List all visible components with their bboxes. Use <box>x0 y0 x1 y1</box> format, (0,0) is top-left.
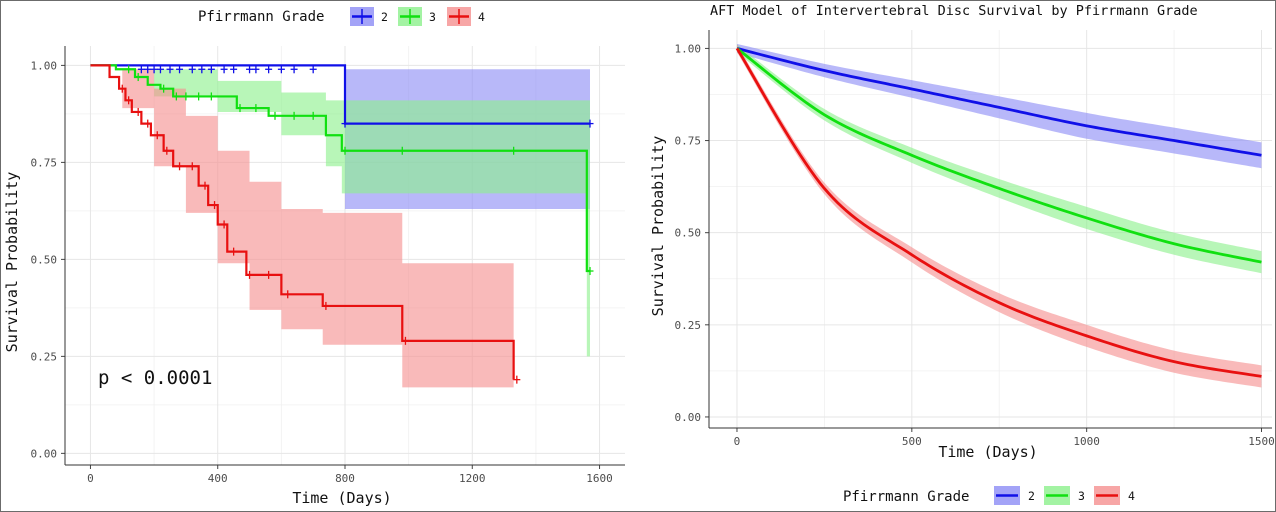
km-censor-mark-grade-4 <box>118 84 126 93</box>
km-censor-mark-grade-2 <box>176 65 184 74</box>
km-censor-mark-grade-4 <box>401 336 409 345</box>
aft-plot-area: 0 500 1000 1500 0.00 0.25 0.50 0.75 1.00 <box>675 30 1275 448</box>
km-legend-title: Pfirrmann Grade <box>198 9 324 25</box>
aft-legend-title: Pfirrmann Grade <box>843 489 969 505</box>
km-censor-mark-grade-2 <box>586 119 594 128</box>
aft-y-axis-label: Survival Probability <box>649 136 667 317</box>
km-censor-mark-grade-3 <box>160 84 168 93</box>
km-censor-mark-grade-2 <box>150 65 158 74</box>
aft-legend: Pfirrmann Grade 2 3 4 <box>843 486 1135 505</box>
aft-y-tick-label: 0.25 <box>675 319 702 332</box>
km-censor-mark-grade-3 <box>195 92 203 101</box>
km-curve-grade-3 <box>90 64 590 273</box>
km-censor-mark-grade-2 <box>290 65 298 74</box>
km-legend-label-4: 4 <box>478 10 485 24</box>
km-censor-mark-grade-4 <box>513 375 521 384</box>
aft-legend-label-3: 3 <box>1078 489 1085 503</box>
km-censor-mark-grade-3 <box>236 104 244 113</box>
km-legend: Pfirrmann Grade 2 3 4 <box>198 7 485 26</box>
aft-legend-label-4: 4 <box>1128 489 1135 503</box>
km-censor-mark-grade-4 <box>153 131 161 140</box>
km-censor-mark-grade-2 <box>137 65 145 74</box>
aft-x-tick-label: 1500 <box>1248 435 1275 448</box>
km-censor-mark-grade-3 <box>341 146 349 155</box>
km-censor-mark-grade-2 <box>309 65 317 74</box>
km-censor-mark-grade-4 <box>265 270 273 279</box>
km-censor-mark-grade-4 <box>134 107 142 116</box>
km-censor-mark-grade-2 <box>246 65 254 74</box>
km-censor-mark-grade-2 <box>230 65 238 74</box>
km-censor-mark-grade-4 <box>322 301 330 310</box>
km-censor-mark-grade-3 <box>182 92 190 101</box>
aft-y-tick-label: 0.00 <box>675 411 702 424</box>
km-x-tick-label: 0 <box>87 472 94 485</box>
aft-y-tick-label: 0.75 <box>675 135 702 148</box>
km-censor-mark-grade-3 <box>252 104 260 113</box>
km-x-tick-label: 400 <box>208 472 228 485</box>
aft-x-tick-label: 500 <box>902 435 922 448</box>
km-censor-mark-grade-3 <box>510 146 518 155</box>
km-censor-mark-grade-3 <box>309 111 317 120</box>
km-censor-mark-grade-3 <box>172 92 180 101</box>
aft-chart-title: AFT Model of Intervertebral Disc Surviva… <box>710 3 1198 19</box>
km-y-tick-label: 0.00 <box>31 447 58 460</box>
km-y-tick-label: 0.75 <box>31 156 58 169</box>
km-y-axis-label: Survival Probability <box>3 172 21 353</box>
km-x-tick-label: 1600 <box>586 472 613 485</box>
km-plot-area: 0 400 800 1200 1600 0.00 0.25 0.50 0.75 1.00 <box>31 46 625 485</box>
aft-curve-grade-4 <box>735 47 1262 378</box>
km-x-tick-label: 1200 <box>459 472 486 485</box>
km-censor-mark-grade-3 <box>207 92 215 101</box>
km-censor-mark-grade-3 <box>125 65 133 74</box>
km-censor-mark-grade-3 <box>134 73 142 82</box>
km-curve-grade-2 <box>90 64 590 125</box>
km-censor-mark-grade-2 <box>252 65 260 74</box>
km-censor-mark-grade-4 <box>246 270 254 279</box>
aft-curve-grade-3 <box>736 47 1262 264</box>
aft-x-tick-label: 1000 <box>1073 435 1100 448</box>
km-censor-mark-grade-2 <box>220 65 228 74</box>
km-legend-label-2: 2 <box>381 10 388 24</box>
km-censor-mark-grade-2 <box>198 65 206 74</box>
aft-y-tick-label: 1.00 <box>675 42 702 55</box>
km-censor-mark-grade-4 <box>220 220 228 229</box>
km-censor-mark-grade-2 <box>156 65 164 74</box>
km-censor-mark-grade-4 <box>230 247 238 256</box>
km-y-tick-label: 0.25 <box>31 350 58 363</box>
aft-legend-label-2: 2 <box>1028 489 1035 503</box>
km-censor-mark-grade-3 <box>586 267 594 276</box>
km-censor-mark-grade-4 <box>125 96 133 105</box>
km-curve-grade-4 <box>90 64 515 380</box>
km-censor-mark-grade-2 <box>207 65 215 74</box>
km-ci-band-grade-4 <box>90 65 514 388</box>
km-censor-mark-grade-4 <box>284 290 292 299</box>
km-censor-mark-grade-4 <box>188 162 196 171</box>
km-y-tick-label: 1.00 <box>31 59 58 72</box>
km-censor-mark-grade-4 <box>211 201 219 210</box>
aft-y-tick-label: 0.50 <box>675 227 702 240</box>
km-censor-mark-grade-2 <box>277 65 285 74</box>
km-censor-mark-grade-3 <box>271 111 279 120</box>
km-censor-mark-grade-3 <box>290 111 298 120</box>
aft-curve-grade-2 <box>736 47 1262 157</box>
km-censor-mark-grade-2 <box>166 65 174 74</box>
km-x-tick-label: 800 <box>335 472 355 485</box>
km-p-value-annotation: p < 0.0001 <box>98 367 212 389</box>
aft-x-axis-label: Time (Days) <box>938 443 1037 461</box>
km-censor-mark-grade-2 <box>144 65 152 74</box>
km-censor-mark-grade-2 <box>188 65 196 74</box>
km-legend-label-3: 3 <box>429 10 436 24</box>
km-censor-mark-grade-3 <box>398 146 406 155</box>
km-ci-band-grade-3 <box>90 65 591 357</box>
km-censor-mark-grade-4 <box>163 146 171 155</box>
km-censor-mark-grade-4 <box>201 181 209 190</box>
km-censor-mark-grade-2 <box>265 65 273 74</box>
km-censor-mark-grade-2 <box>341 119 349 128</box>
km-censor-mark-grade-4 <box>144 119 152 128</box>
km-y-tick-label: 0.50 <box>31 253 58 266</box>
km-x-axis-label: Time (Days) <box>292 489 391 507</box>
aft-x-tick-label: 0 <box>734 435 741 448</box>
km-censor-mark-grade-4 <box>176 162 184 171</box>
